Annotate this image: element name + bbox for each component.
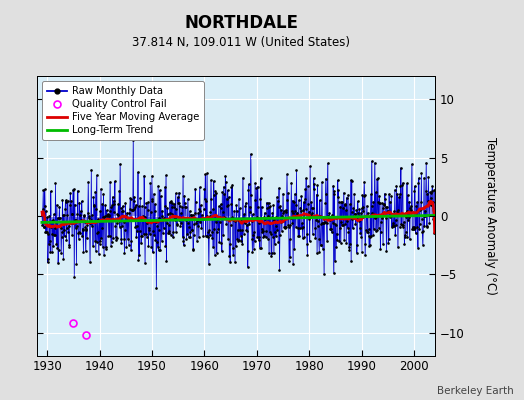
Text: NORTHDALE: NORTHDALE <box>184 14 298 32</box>
Text: 37.814 N, 109.011 W (United States): 37.814 N, 109.011 W (United States) <box>132 36 350 49</box>
Y-axis label: Temperature Anomaly (°C): Temperature Anomaly (°C) <box>484 137 497 295</box>
Text: Berkeley Earth: Berkeley Earth <box>437 386 514 396</box>
Legend: Raw Monthly Data, Quality Control Fail, Five Year Moving Average, Long-Term Tren: Raw Monthly Data, Quality Control Fail, … <box>42 81 204 140</box>
